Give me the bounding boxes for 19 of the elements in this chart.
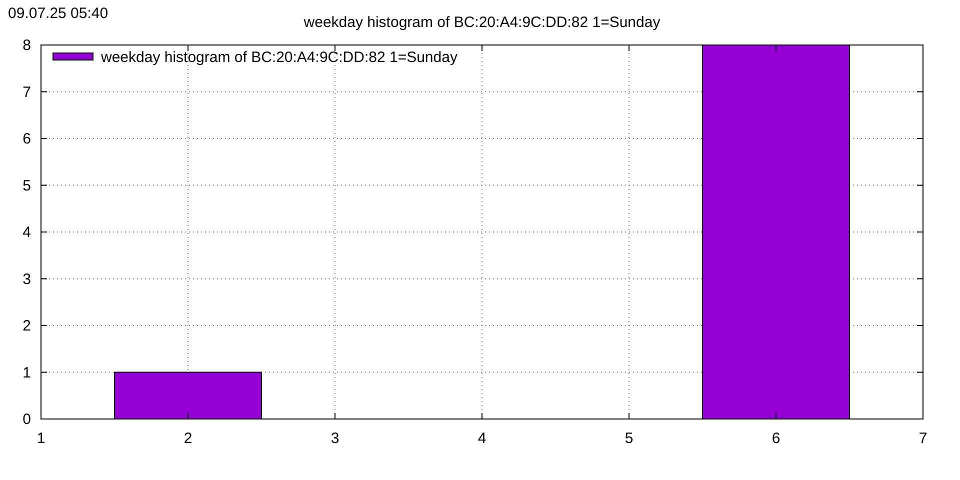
x-tick-label: 1 — [36, 430, 46, 447]
x-tick-label: 7 — [918, 430, 928, 447]
x-tick-label: 4 — [478, 430, 486, 447]
y-tick-label: 4 — [22, 224, 31, 241]
y-tick-label: 7 — [22, 84, 31, 101]
y-tick-label: 5 — [22, 177, 31, 194]
text: 09.07.25 05:40 — [8, 5, 108, 22]
y-tick-label: 2 — [22, 318, 31, 334]
y-tick-label: 1 — [22, 364, 31, 382]
x-tick-label: 2 — [184, 430, 192, 447]
x-tick-label: 6 — [772, 430, 780, 447]
chart-title: weekday histogram of BC:20:A4:9C:DD:82 1=Sunday — [302, 14, 661, 31]
legend-label: weekday histogram of BC:20:A4:9C:DD:82 1=Sunday — [100, 49, 458, 66]
y-tick-label: 3 — [22, 270, 31, 288]
y-tick-label: 0 — [22, 411, 31, 428]
x-tick-label: 5 — [624, 430, 634, 447]
y-tick-label: 6 — [22, 130, 31, 148]
y-tick-label: 8 — [22, 37, 31, 54]
x-tick-label: 3 — [330, 430, 340, 447]
